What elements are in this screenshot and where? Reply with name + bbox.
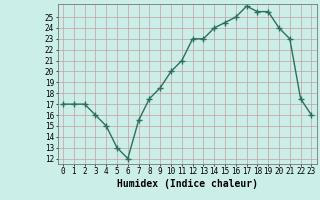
X-axis label: Humidex (Indice chaleur): Humidex (Indice chaleur)	[117, 179, 258, 189]
